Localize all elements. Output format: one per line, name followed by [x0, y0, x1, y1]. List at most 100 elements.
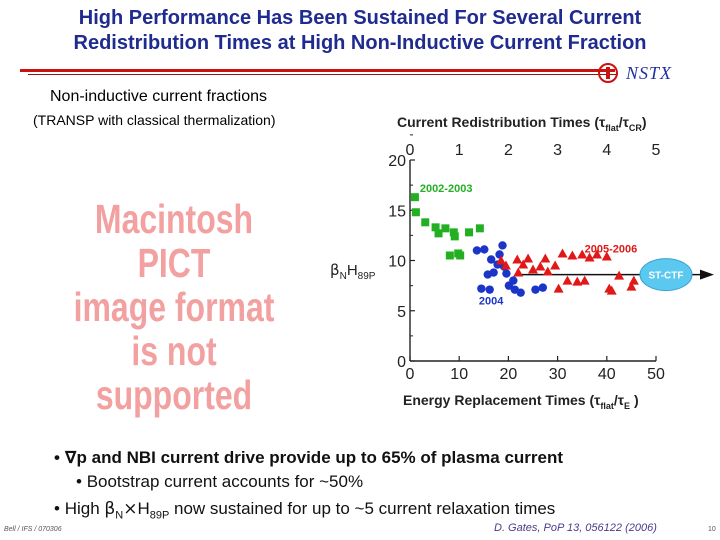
square-point: [475, 224, 484, 233]
circle-point: [538, 283, 548, 292]
placeholder-line-2: image format: [73, 284, 275, 330]
square-point: [445, 251, 454, 260]
h-factor: H: [137, 499, 150, 518]
nstx-emblem-icon: [598, 63, 618, 83]
nabla-symbol: ∇: [64, 448, 77, 468]
y-tick-label: 0: [397, 354, 406, 371]
y-tick-label: 15: [388, 203, 406, 220]
beta-subscript: N: [115, 509, 124, 522]
triangle-point: [513, 267, 524, 277]
triangle-point: [626, 281, 637, 291]
nstx-logo: NSTX: [596, 62, 718, 88]
circle-point: [472, 246, 482, 255]
x-tick-label: 0: [406, 366, 415, 383]
series-annotation-label: 2002-2003: [420, 183, 473, 195]
citation: D. Gates, PoP 13, 056122 (2006): [494, 522, 657, 534]
bullet-mark: •: [54, 448, 60, 467]
circle-point: [509, 276, 518, 285]
y-tick-label: 10: [388, 254, 406, 271]
square-point: [449, 228, 458, 237]
square-point: [450, 232, 459, 241]
top-tick-label: 4: [602, 142, 611, 159]
triangle-point: [542, 266, 553, 276]
title-line-2: Redistribution Times at High Non-Inducti…: [73, 32, 647, 54]
slide-title: High Performance Has Been Sustained For …: [0, 6, 720, 56]
series-annotations: 2002-2003 2004 2005-2006: [420, 183, 637, 308]
triangle-point: [584, 252, 595, 262]
top-tick-label: 5: [652, 142, 661, 159]
title-rule-thin: [28, 74, 618, 75]
x-tick-label: 20: [500, 366, 518, 383]
triangle-point: [579, 275, 590, 285]
circle-point: [486, 255, 496, 264]
st-ctf-target: ST-CTF: [520, 258, 714, 292]
triangle-point: [614, 270, 625, 280]
triangle-point: [523, 253, 534, 263]
top-axis-ticks: 0 1 2 3 4 5: [406, 142, 661, 159]
x-tick-label: 50: [647, 366, 665, 383]
triangle-point: [553, 283, 564, 293]
y-axis-label: βNH89P: [330, 261, 376, 282]
page-number: 10: [708, 526, 716, 533]
triangle-point: [601, 251, 612, 261]
beta-symbol: β: [104, 499, 116, 519]
placeholder-line-1: Macintosh PICT: [94, 196, 254, 286]
bullet-mark: •: [54, 499, 60, 518]
chart-top-axis-label: Current Redistribution Times (τflat/τCR): [397, 114, 647, 133]
x-tick-label: 30: [549, 366, 567, 383]
bullet-current-drive: • ∇p and NBI current drive provide up to…: [54, 447, 563, 469]
triangle-point: [628, 275, 639, 285]
bullet-bootstrap: • Bootstrap current accounts for ~50%: [76, 469, 585, 495]
triangle-point: [518, 259, 529, 269]
circle-point: [498, 241, 507, 250]
top-tick-label: 2: [504, 142, 513, 159]
circle-point: [502, 269, 511, 278]
square-point: [410, 193, 419, 202]
triangle-point: [606, 285, 617, 295]
bullet-beta-sustained: • High βN×H89P now sustained for up to ~…: [54, 495, 563, 523]
triangle-point: [540, 253, 551, 263]
x-axis-ticks: 0 10 20 30 40 50: [406, 356, 665, 383]
times-symbol: ×: [123, 499, 138, 519]
circle-point: [495, 250, 504, 259]
x-tick-label: 10: [450, 366, 468, 383]
square-point: [434, 229, 443, 238]
triangle-point: [528, 264, 538, 274]
performance-scatter-chart: Current Redistribution Times (τflat/τCR)…: [330, 114, 714, 411]
square-point: [421, 218, 430, 227]
triangle-point: [496, 255, 507, 265]
footer-source: Bell / IFS / 070306: [4, 526, 62, 533]
triangle-point: [500, 260, 511, 270]
bullet-text-pre: High: [64, 499, 105, 518]
triangle-point: [535, 261, 546, 271]
circle-point: [485, 285, 494, 294]
x-axis-label: Energy Replacement Times (τflat/τE ): [403, 392, 639, 411]
target-ellipse: [639, 258, 693, 292]
square-point: [411, 208, 420, 217]
triangle-point: [557, 248, 568, 258]
target-arrow-head: [700, 269, 714, 280]
unsupported-image-placeholder: Macintosh PICT image format is not suppo…: [59, 197, 290, 417]
y-tick-label: 20: [388, 153, 406, 170]
data-points: [410, 193, 639, 297]
title-rule: [20, 69, 615, 72]
top-tick-label: 1: [455, 142, 464, 159]
series-annotation-label: 2004: [479, 296, 504, 308]
series-annotation-label: 2005-2006: [585, 243, 638, 255]
panel-subnote: (TRANSP with classical thermalization): [33, 112, 276, 128]
top-tick-label: 0: [406, 142, 415, 159]
title-line-1: High Performance Has Been Sustained For …: [78, 7, 642, 29]
bullet-list: • ∇p and NBI current drive provide up to…: [54, 447, 563, 523]
triangle-point: [512, 254, 523, 264]
bullet-text-post: now sustained for up to ~5 current relax…: [169, 499, 556, 518]
bullet-text: Bootstrap current accounts for ~50%: [86, 472, 364, 491]
circle-point: [516, 288, 525, 297]
h-subscript: 89P: [149, 509, 170, 522]
circle-point: [531, 285, 540, 294]
circle-point: [483, 270, 492, 279]
panel-subhead: Non-inductive current fractions: [50, 88, 267, 105]
square-point: [441, 224, 450, 233]
x-tick-label: 40: [598, 366, 616, 383]
triangle-point: [591, 249, 602, 259]
triangle-point: [577, 249, 588, 259]
